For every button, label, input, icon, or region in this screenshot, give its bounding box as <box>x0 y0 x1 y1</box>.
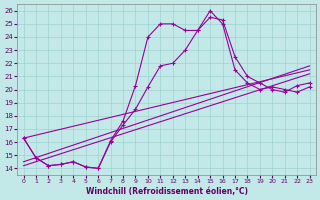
X-axis label: Windchill (Refroidissement éolien,°C): Windchill (Refroidissement éolien,°C) <box>85 187 248 196</box>
